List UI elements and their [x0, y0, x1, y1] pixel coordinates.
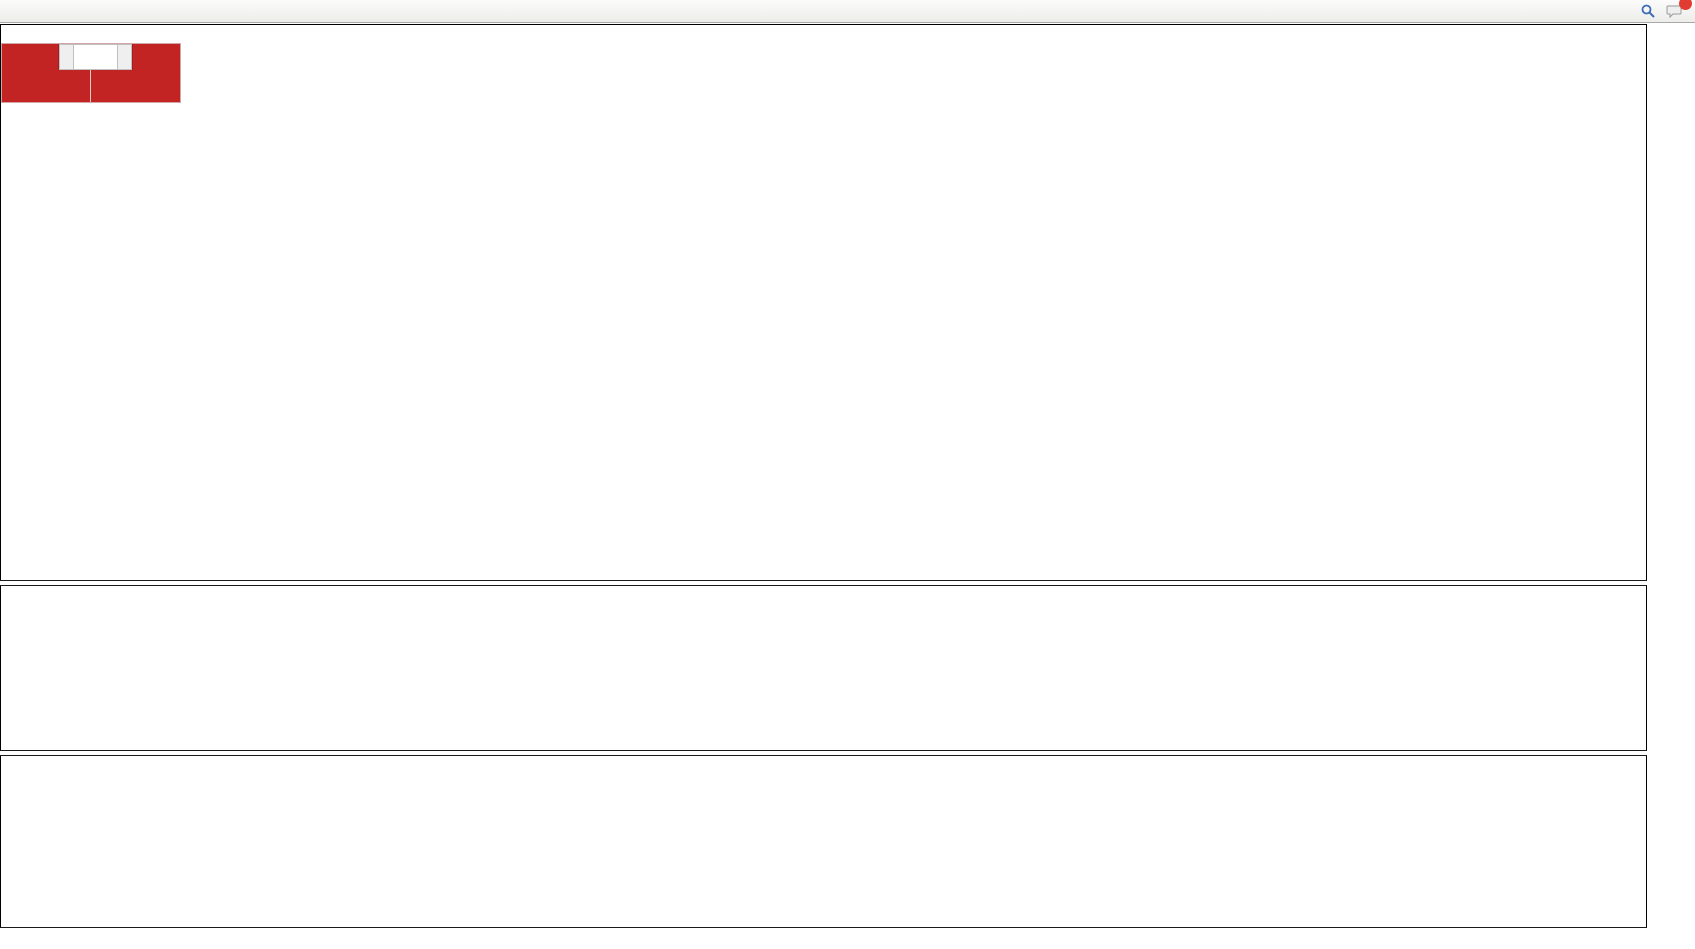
buy-button[interactable] — [132, 44, 180, 70]
sell-button[interactable] — [2, 44, 59, 70]
rsi-window-separator[interactable] — [0, 750, 1647, 756]
sell-price[interactable] — [2, 70, 91, 102]
search-icon — [1641, 4, 1655, 18]
order-panel — [2, 44, 180, 102]
macd-window-separator[interactable] — [0, 580, 1647, 586]
search-button[interactable] — [1635, 0, 1661, 22]
volume-increase-button[interactable] — [117, 44, 133, 70]
time-axis — [0, 930, 1647, 949]
chart-canvas[interactable] — [0, 24, 1695, 949]
chart-title — [4, 27, 10, 39]
chat-button[interactable] — [1661, 0, 1692, 22]
chart-window — [0, 24, 1695, 949]
volume-decrease-button[interactable] — [58, 44, 74, 70]
notification-badge — [1679, 0, 1692, 10]
toolbar — [0, 0, 1695, 23]
buy-price[interactable] — [91, 70, 180, 102]
bottom-separator — [0, 927, 1647, 930]
volume-input[interactable] — [73, 44, 118, 70]
